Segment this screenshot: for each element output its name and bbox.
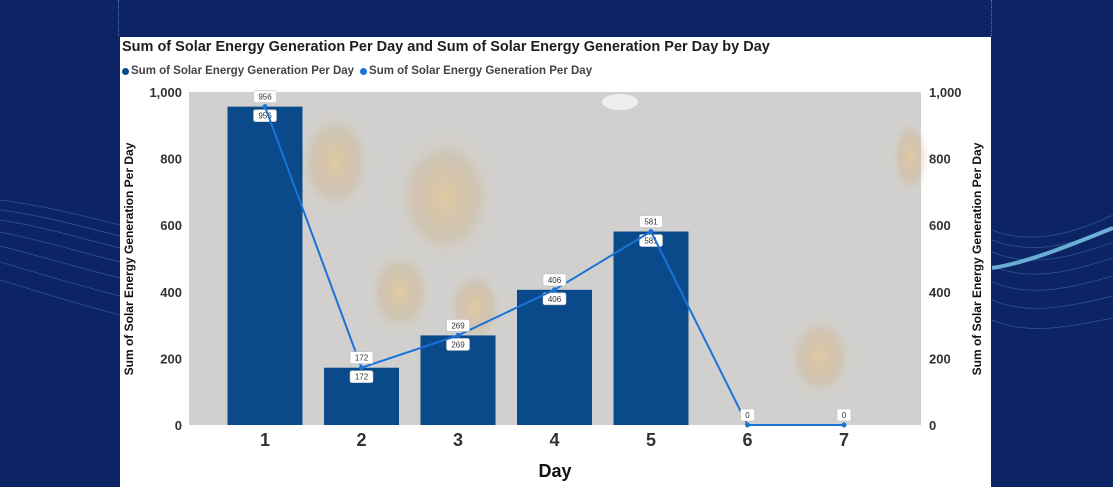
line-label-day-4-text: 406 <box>548 276 562 285</box>
line-label-day-6-text: 0 <box>745 411 750 420</box>
line-label-day-1: 956 <box>253 90 277 103</box>
bar-label-day-3-box <box>446 338 470 351</box>
line-label-day-1-box <box>253 90 277 103</box>
line-label-day-2: 172 <box>349 351 374 365</box>
line-label-day-6: 0 <box>740 408 755 422</box>
bar-label-day-5-text: 581 <box>644 237 658 246</box>
bar-label-day-4: 406 <box>542 292 567 306</box>
x-tick-6: 6 <box>742 430 752 450</box>
x-tick-3: 3 <box>453 430 463 450</box>
bar-label-day-1: 956 <box>253 109 277 122</box>
y-tick-right-0: 0 <box>929 418 936 433</box>
line-label-day-6-box <box>740 408 755 422</box>
line-label-day-7-box <box>836 408 852 422</box>
legend-label-line: Sum of Solar Energy Generation Per Day <box>369 65 593 77</box>
line-label-day-3: 269 <box>446 319 470 332</box>
bar-day-4[interactable] <box>517 289 592 425</box>
bar-label-day-2: 172 <box>349 370 374 384</box>
y-tick-left-200: 200 <box>160 351 182 366</box>
y-axis-title-right: Sum of Solar Energy Generation Per Day <box>970 142 984 375</box>
line-point-day-1[interactable] <box>262 104 268 110</box>
y-tick-right-1000: 1,000 <box>929 85 962 100</box>
line-label-day-4-box <box>542 273 567 287</box>
legend-dot-bar <box>122 67 129 75</box>
y-tick-left-600: 600 <box>160 218 182 233</box>
bar-label-day-1-text: 956 <box>258 112 272 121</box>
y-tick-right-600: 600 <box>929 218 951 233</box>
bar-label-day-2-box <box>349 370 374 384</box>
plot-background-photo <box>189 92 930 425</box>
legend: Sum of Solar Energy Generation Per Day S… <box>122 65 592 77</box>
bar-label-day-1-box <box>253 109 277 122</box>
y-tick-left-400: 400 <box>160 285 182 300</box>
x-tick-1: 1 <box>260 430 270 450</box>
top-visual-placeholder <box>118 0 992 36</box>
line-label-day-3-text: 269 <box>451 321 465 330</box>
bar-day-1[interactable] <box>227 106 303 425</box>
chart-card[interactable]: 956 172 269 406 581 956 172 269 406 581 0 0 0 200 40… <box>120 37 991 487</box>
line-point-day-4[interactable] <box>552 287 557 293</box>
x-tick-7: 7 <box>839 430 849 450</box>
bar-day-5[interactable] <box>613 231 689 425</box>
legend-item-bar[interactable]: Sum of Solar Energy Generation Per Day <box>122 65 354 77</box>
line-label-day-5-box <box>639 215 663 228</box>
line-label-day-7-text: 0 <box>842 411 847 420</box>
x-tick-4: 4 <box>549 430 559 450</box>
line-point-day-5[interactable] <box>648 229 654 235</box>
line-label-day-2-text: 172 <box>355 354 369 363</box>
y-tick-left-0: 0 <box>175 418 182 433</box>
chart-title: Sum of Solar Energy Generation Per Day a… <box>122 39 770 55</box>
line-label-day-2-box <box>349 351 374 365</box>
y-tick-right-400: 400 <box>929 285 951 300</box>
line-point-day-3[interactable] <box>455 332 461 338</box>
legend-dot-line <box>360 67 368 75</box>
legend-item-line[interactable]: Sum of Solar Energy Generation Per Day <box>360 65 592 77</box>
x-tick-5: 5 <box>646 430 656 450</box>
line-label-day-7: 0 <box>836 408 852 422</box>
line-label-day-1-text: 956 <box>258 93 272 102</box>
line-label-day-5: 581 <box>639 215 663 228</box>
x-axis-title: Day <box>538 461 571 481</box>
y-tick-right-200: 200 <box>929 351 951 366</box>
legend-label-bar: Sum of Solar Energy Generation Per Day <box>131 65 355 77</box>
bar-label-day-2-text: 172 <box>355 373 369 382</box>
line-point-day-7[interactable] <box>841 422 847 428</box>
bar-label-day-4-box <box>542 292 567 306</box>
bar-label-day-4-text: 406 <box>548 295 562 304</box>
y-tick-right-800: 800 <box>929 152 951 167</box>
y-axis-title-left: Sum of Solar Energy Generation Per Day <box>122 142 136 375</box>
y-tick-left-800: 800 <box>160 152 182 167</box>
line-point-day-6[interactable] <box>745 422 750 428</box>
line-point-day-2[interactable] <box>359 365 364 371</box>
bar-label-day-3: 269 <box>446 338 470 351</box>
x-tick-2: 2 <box>356 430 366 450</box>
line-label-day-4: 406 <box>542 273 567 287</box>
line-label-day-3-box <box>446 319 470 332</box>
line-label-day-5-text: 581 <box>644 218 658 227</box>
bar-label-day-3-text: 269 <box>451 340 465 349</box>
y-tick-left-1000: 1,000 <box>149 85 182 100</box>
